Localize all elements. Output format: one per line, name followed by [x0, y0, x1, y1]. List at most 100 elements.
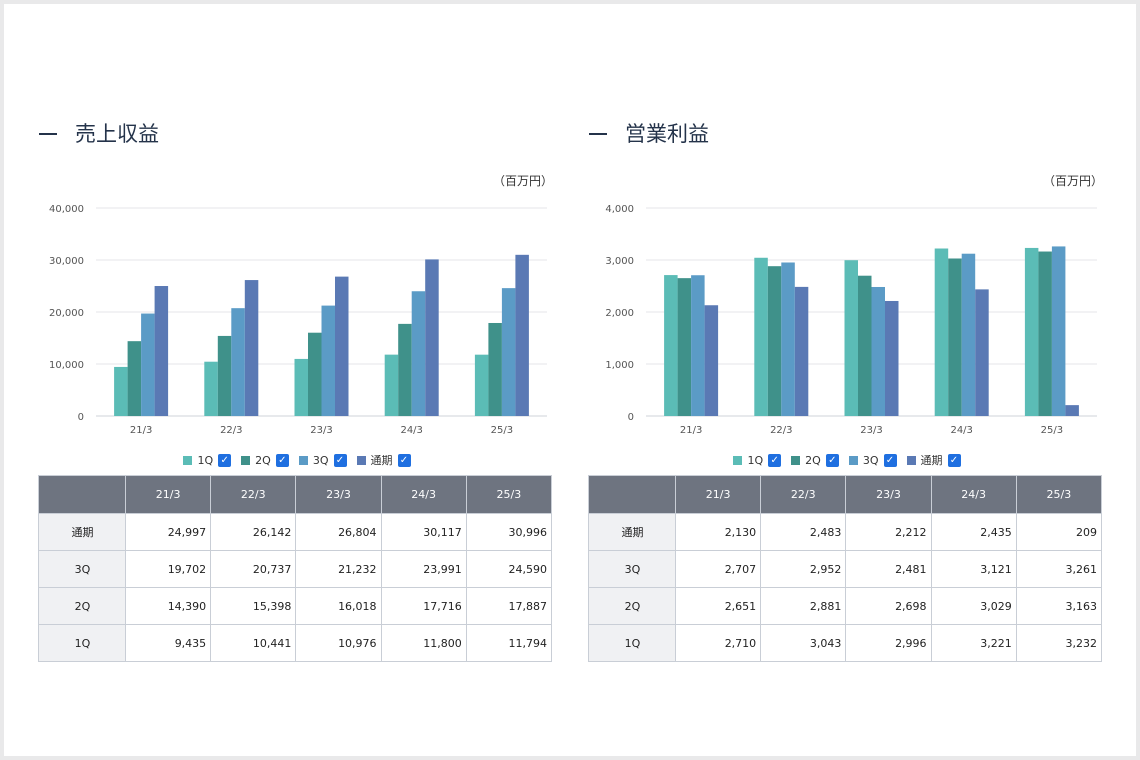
- legend-item-full-year[interactable]: 通期 ✓: [356, 452, 411, 468]
- table-cell: 2,996: [845, 624, 932, 662]
- operating-income-title-text: 営業利益: [625, 122, 709, 146]
- operating-income-unit-label: （百万円）: [1042, 174, 1103, 188]
- row-header: 2Q: [38, 587, 126, 625]
- table-cell: 2,952: [760, 550, 847, 588]
- checkbox-checked-icon[interactable]: ✓: [768, 453, 782, 467]
- table-cell: 30,996: [465, 513, 553, 551]
- table-cell: 15,398: [210, 587, 297, 625]
- legend-item-1q[interactable]: 1Q ✓: [183, 453, 232, 467]
- table-header-row: 21/3 22/3 23/3 24/3 25/3: [588, 475, 1103, 514]
- legend-label-1q: 1Q: [747, 453, 764, 467]
- revenue-legend: 1Q ✓ 2Q ✓ 3Q ✓ 通期 ✓: [37, 452, 557, 468]
- table-cell: 3,261: [1015, 550, 1103, 588]
- table-cell: 11,800: [380, 624, 467, 662]
- column-header: 25/3: [1015, 475, 1103, 514]
- legend-label-3q: 3Q: [312, 453, 329, 467]
- row-header: 3Q: [588, 550, 676, 588]
- table-cell: 209: [1015, 513, 1103, 551]
- checkbox-checked-icon[interactable]: ✓: [275, 453, 289, 467]
- y-tick-label: 2,000: [605, 308, 634, 319]
- bar-1q: [384, 354, 399, 416]
- bar-full-year: [704, 305, 719, 416]
- table-row: 3Q 2,707 2,952 2,481 3,121 3,261: [588, 550, 1103, 588]
- y-tick-label: 10,000: [49, 360, 84, 371]
- table-cell: 21,232: [295, 550, 382, 588]
- x-tick-label: 22/3: [770, 425, 792, 436]
- y-tick-label: 0: [628, 412, 634, 423]
- table-cell: 3,121: [930, 550, 1017, 588]
- checkbox-checked-icon[interactable]: ✓: [947, 453, 961, 467]
- bar-full-year: [335, 276, 349, 416]
- y-tick-label: 1,000: [605, 360, 634, 371]
- x-tick-label: 23/3: [310, 425, 332, 436]
- bar-1q: [934, 248, 949, 416]
- column-header: 22/3: [760, 475, 847, 514]
- column-header: 24/3: [930, 475, 1017, 514]
- legend-item-full-year[interactable]: 通期 ✓: [906, 452, 961, 468]
- table-cell: 17,887: [465, 587, 553, 625]
- legend-label-full-year: 通期: [370, 454, 393, 467]
- bar-2q: [767, 266, 782, 416]
- checkbox-checked-icon[interactable]: ✓: [218, 453, 232, 467]
- checkbox-checked-icon[interactable]: ✓: [883, 453, 897, 467]
- title-dash: [39, 132, 57, 135]
- checkbox-checked-icon[interactable]: ✓: [397, 453, 411, 467]
- legend-label-2q: 2Q: [805, 453, 821, 467]
- bar-2q: [858, 275, 872, 416]
- table-cell: 2,130: [674, 513, 762, 551]
- checkbox-checked-icon[interactable]: ✓: [333, 453, 347, 467]
- table-cell: 3,232: [1015, 624, 1103, 662]
- table-cell: 26,142: [210, 513, 297, 551]
- table-row: 2Q 14,390 15,398 16,018 17,716 17,887: [38, 587, 553, 625]
- table-cell: 2,698: [845, 587, 932, 625]
- bar-1q: [664, 275, 678, 416]
- legend-swatch-full-year: [906, 455, 916, 465]
- table-cell: 2,710: [674, 624, 762, 662]
- x-tick-label: 23/3: [860, 425, 882, 436]
- bar-2q: [217, 335, 232, 416]
- page-frame: 売上収益 （百万円） 0 10,000 20,000 30,000 40,000 21/3…: [4, 4, 1136, 756]
- x-tick-label: 22/3: [220, 425, 242, 436]
- table-row: 2Q 2,651 2,881 2,698 3,029 3,163: [588, 587, 1103, 625]
- bar-3q: [691, 275, 705, 416]
- table-cell: 3,029: [930, 587, 1017, 625]
- table-row: 通期 2,130 2,483 2,212 2,435 209: [588, 513, 1103, 551]
- x-tick-label: 21/3: [680, 425, 702, 436]
- table-cell: 2,483: [760, 513, 847, 551]
- table-cell: 24,997: [124, 513, 212, 551]
- bar-2q: [948, 258, 962, 416]
- revenue-title-text: 売上収益: [75, 122, 159, 146]
- column-header: 23/3: [295, 475, 382, 514]
- legend-item-2q[interactable]: 2Q ✓: [241, 453, 289, 467]
- y-tick-label: 40,000: [49, 204, 84, 215]
- checkbox-checked-icon[interactable]: ✓: [825, 453, 839, 467]
- table-cell: 10,441: [210, 624, 297, 662]
- row-header: 通期: [38, 513, 126, 551]
- legend-swatch-full-year: [356, 455, 366, 465]
- legend-label-full-year: 通期: [920, 454, 943, 467]
- table-cell: 30,117: [380, 513, 467, 551]
- bar-1q: [114, 366, 128, 416]
- x-tick-label: 25/3: [1041, 425, 1063, 436]
- column-header: 23/3: [845, 475, 932, 514]
- table-cell: 16,018: [295, 587, 382, 625]
- bar-2q: [677, 278, 692, 416]
- legend-swatch-3q: [298, 455, 308, 465]
- legend-item-1q[interactable]: 1Q ✓: [733, 453, 782, 467]
- legend-label-2q: 2Q: [255, 453, 271, 467]
- legend-item-2q[interactable]: 2Q ✓: [791, 453, 839, 467]
- legend-item-3q[interactable]: 3Q ✓: [848, 453, 897, 467]
- bar-full-year: [1065, 405, 1079, 416]
- y-tick-label: 20,000: [49, 308, 84, 319]
- table-cell: 14,390: [124, 587, 212, 625]
- operating-income-legend: 1Q ✓ 2Q ✓ 3Q ✓ 通期 ✓: [587, 452, 1107, 468]
- table-cell: 19,702: [124, 550, 212, 588]
- legend-label-3q: 3Q: [862, 453, 879, 467]
- legend-item-3q[interactable]: 3Q ✓: [298, 453, 347, 467]
- y-tick-label: 0: [78, 412, 84, 423]
- bar-3q: [141, 313, 155, 416]
- row-header: 通期: [588, 513, 676, 551]
- column-header: 21/3: [674, 475, 762, 514]
- table-row: 3Q 19,702 20,737 21,232 23,991 24,590: [38, 550, 553, 588]
- bar-2q: [488, 322, 502, 416]
